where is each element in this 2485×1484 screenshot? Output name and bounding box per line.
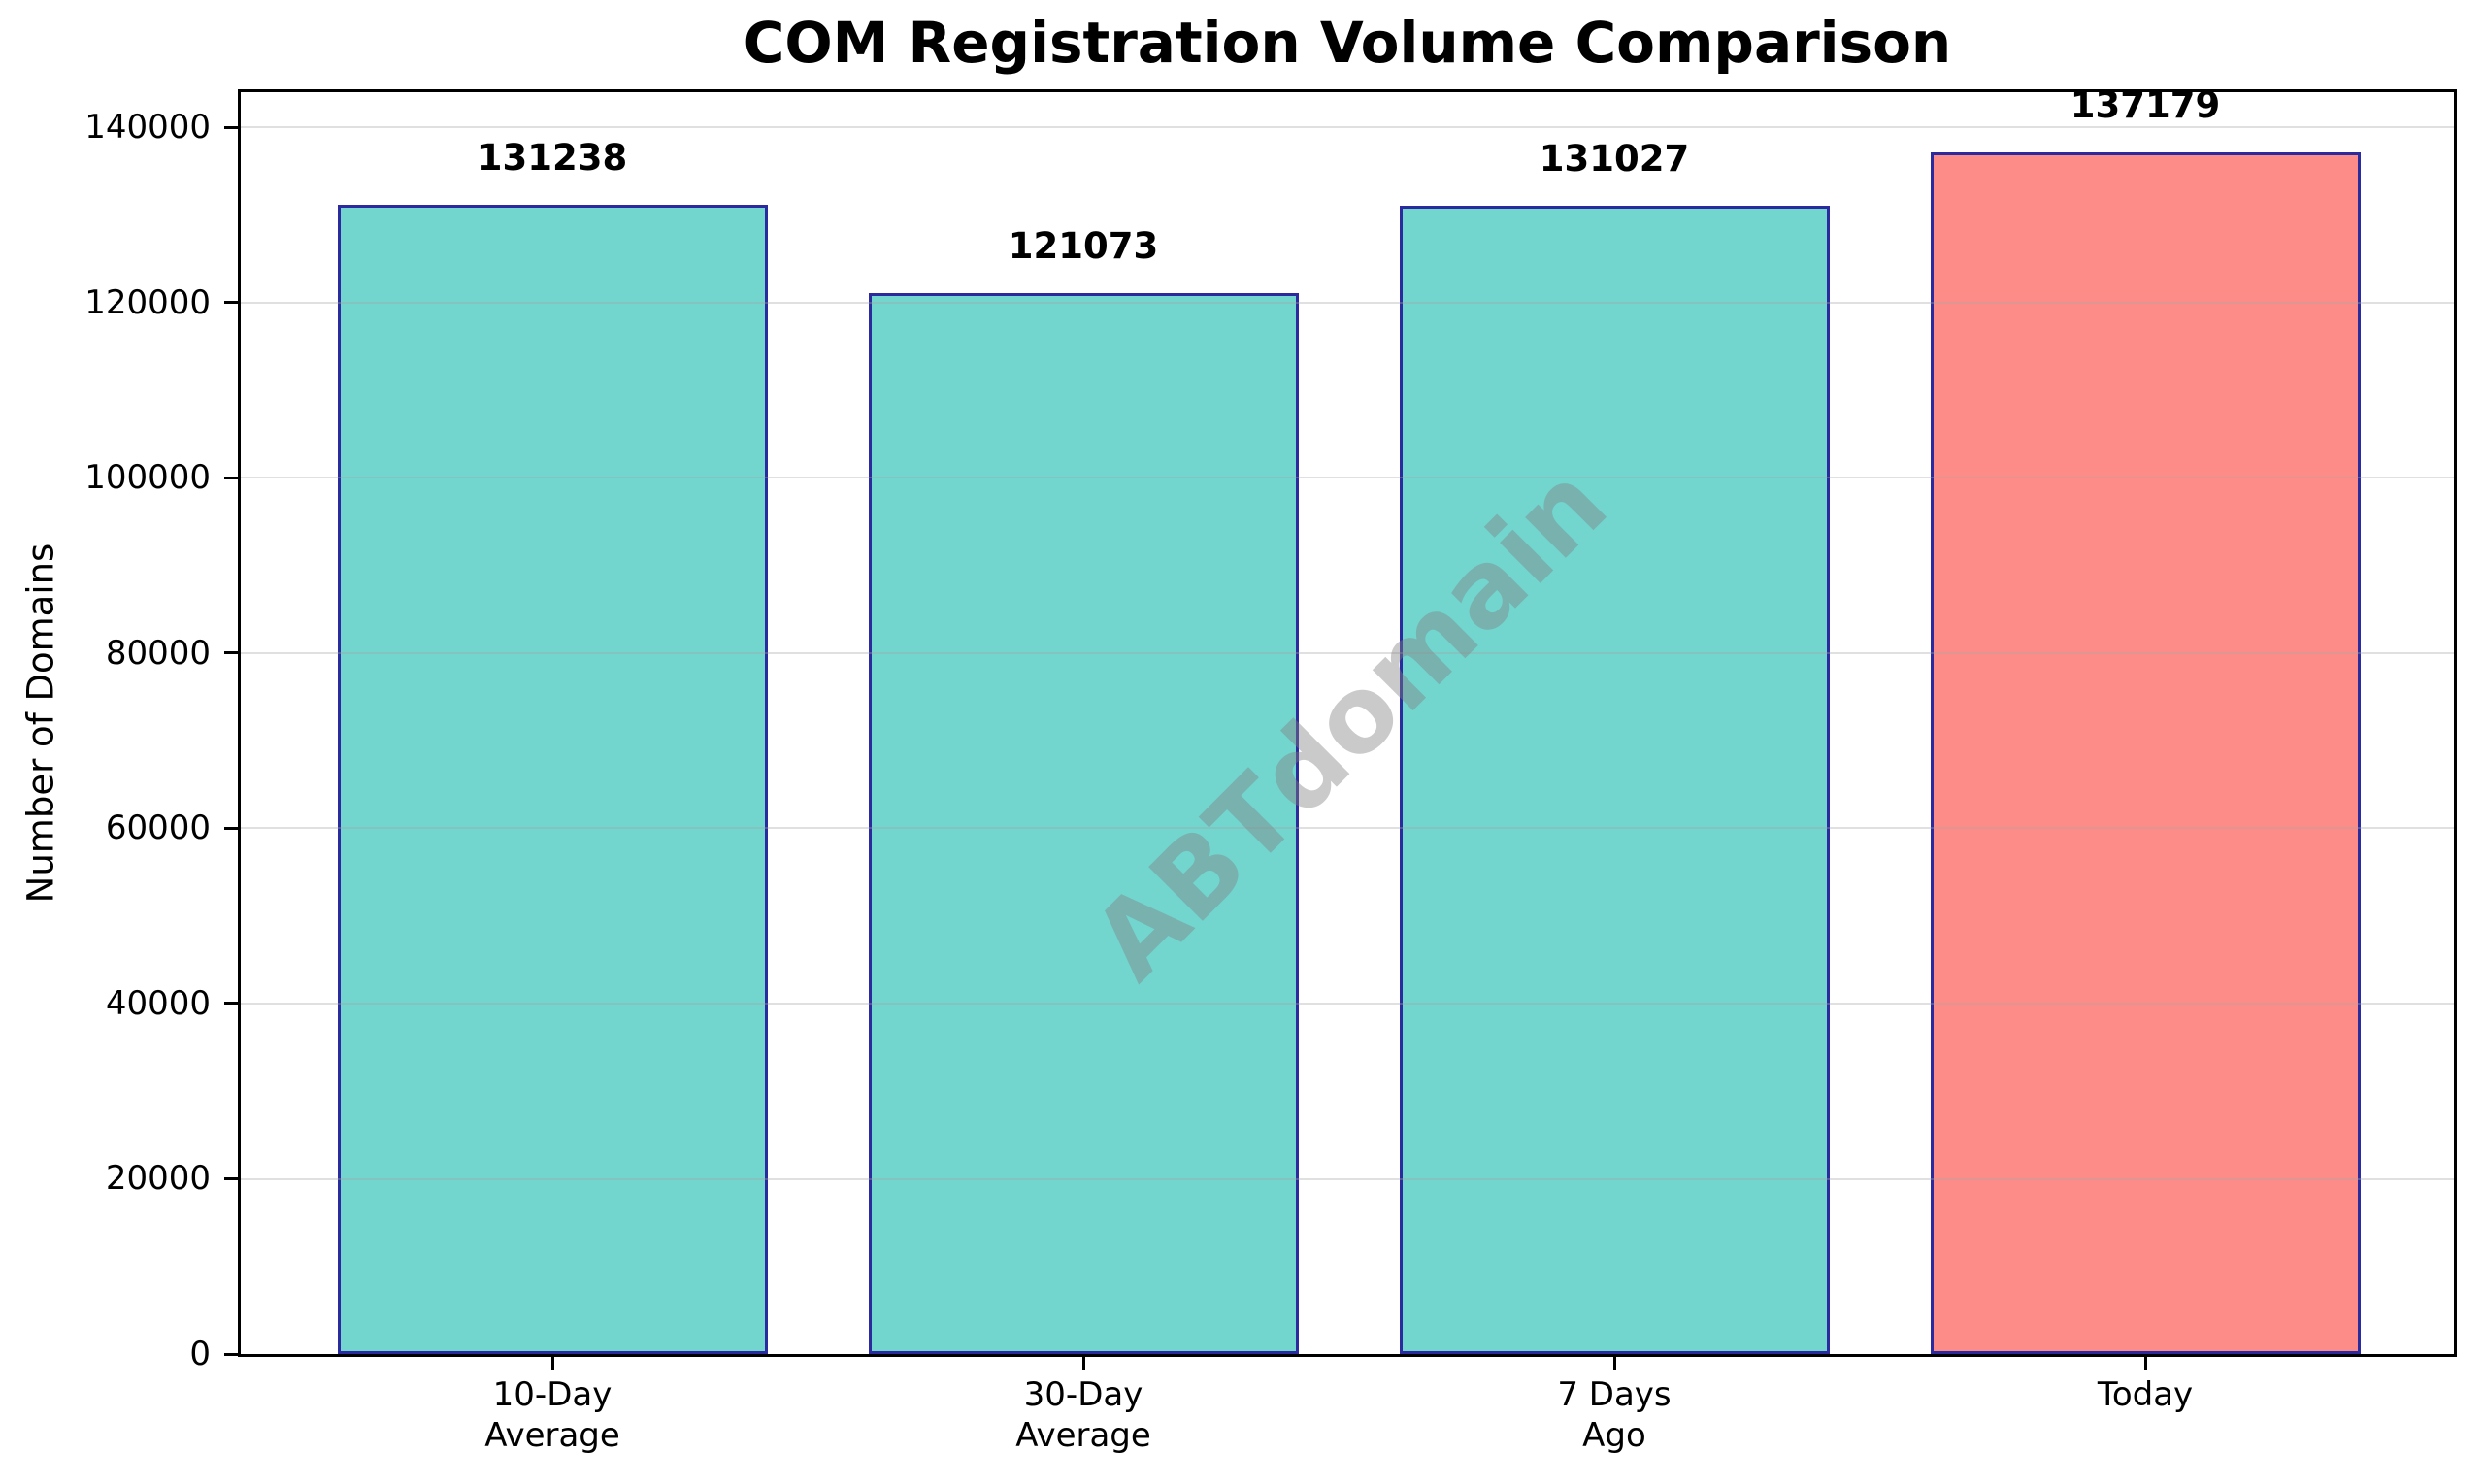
- plot-area: 131238 121073 131027 137179 ABTdomain: [238, 84, 2457, 1357]
- y-tick-mark-60000: [224, 826, 238, 830]
- bar-1: [337, 204, 768, 1354]
- y-tick-label-20000: 20000: [105, 1159, 211, 1199]
- x-tick-mark-4: [2143, 1357, 2147, 1370]
- y-tick-label-140000: 140000: [84, 108, 211, 148]
- bar-2: [868, 293, 1299, 1354]
- y-tick-label-40000: 40000: [105, 983, 211, 1023]
- bar-4: [1930, 151, 2361, 1354]
- y-tick-mark-40000: [224, 1002, 238, 1006]
- bar-value-label-3: 131027: [1539, 138, 1690, 181]
- y-tick-mark-0: [224, 1352, 238, 1356]
- x-tick-label-3: 7 Days Ago: [1557, 1375, 1672, 1455]
- x-tick-label-2: 30-Day Average: [1015, 1375, 1151, 1455]
- bar-value-label-4: 137179: [2070, 83, 2221, 126]
- x-tick-mark-3: [1612, 1357, 1616, 1370]
- chart-title: COM Registration Volume Comparison: [743, 10, 1952, 76]
- y-tick-label-120000: 120000: [84, 282, 211, 322]
- y-tick-mark-100000: [224, 476, 238, 479]
- y-tick-mark-140000: [224, 125, 238, 129]
- x-tick-mark-2: [1081, 1357, 1085, 1370]
- bar-value-label-1: 131238: [477, 136, 628, 179]
- y-tick-label-100000: 100000: [84, 458, 211, 498]
- x-tick-label-4: Today: [2097, 1375, 2194, 1414]
- x-tick-label-1: 10-Day Average: [484, 1375, 620, 1455]
- y-tick-label-0: 0: [189, 1335, 211, 1373]
- y-tick-mark-120000: [224, 301, 238, 305]
- bar-3: [1399, 206, 1830, 1354]
- y-tick-mark-80000: [224, 651, 238, 655]
- bar-value-label-2: 121073: [1008, 225, 1159, 268]
- y-tick-label-60000: 60000: [105, 808, 211, 848]
- y-tick-label-80000: 80000: [105, 633, 211, 673]
- y-tick-mark-20000: [224, 1176, 238, 1180]
- x-tick-mark-1: [550, 1357, 554, 1370]
- y-axis-label: Number of Domains: [19, 543, 62, 904]
